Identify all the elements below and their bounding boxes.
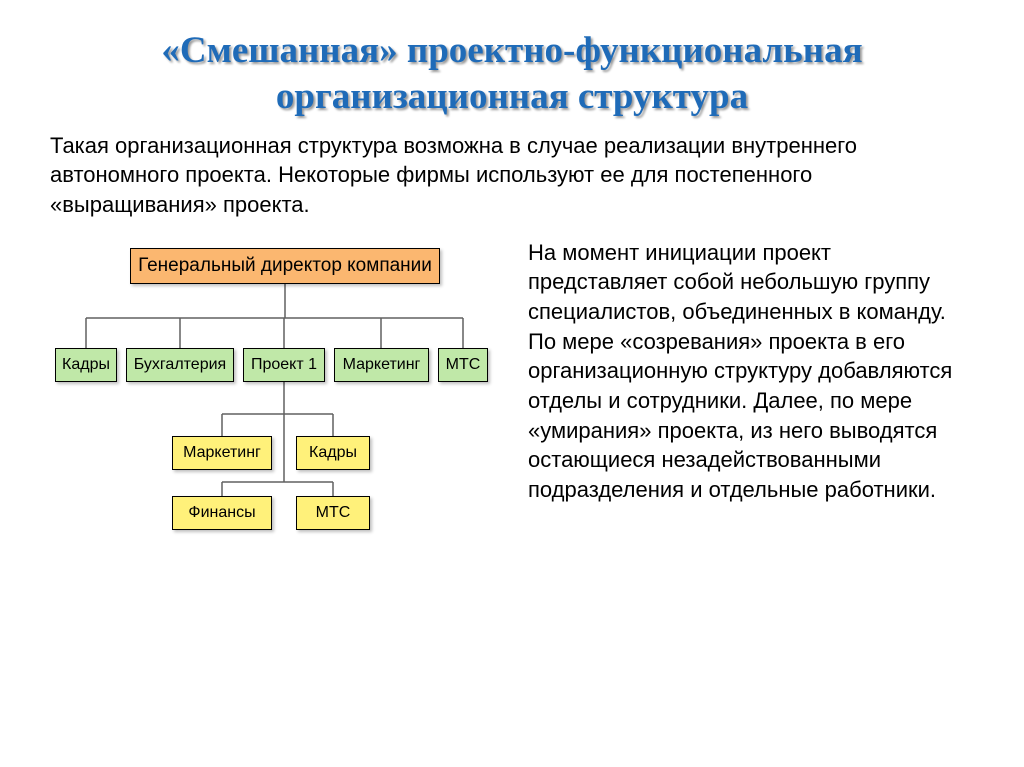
node-hr: Кадры <box>55 348 117 382</box>
node-proj-mtc: МТС <box>296 496 370 530</box>
diagram-connectors <box>50 238 520 558</box>
node-label: Маркетинг <box>183 444 261 462</box>
node-mtc: МТС <box>438 348 488 382</box>
node-proj-finance: Финансы <box>172 496 272 530</box>
node-label: МТС <box>316 504 351 522</box>
node-label: Проект 1 <box>251 356 317 374</box>
org-diagram: Генеральный директор компании Кадры Бухг… <box>50 238 520 276</box>
node-label: Кадры <box>309 444 357 462</box>
node-label: Финансы <box>188 504 255 522</box>
node-root: Генеральный директор компании <box>130 248 440 284</box>
detail-paragraph: На момент инициации проект представляет … <box>528 238 974 505</box>
node-label: Бухгалтерия <box>134 356 226 374</box>
node-label: МТС <box>446 356 481 374</box>
node-accounting: Бухгалтерия <box>126 348 234 382</box>
node-label: Кадры <box>62 356 110 374</box>
node-marketing: Маркетинг <box>334 348 429 382</box>
node-proj-hr: Кадры <box>296 436 370 470</box>
node-label: Генеральный директор компании <box>138 255 432 277</box>
node-proj-marketing: Маркетинг <box>172 436 272 470</box>
node-label: Маркетинг <box>343 356 421 374</box>
intro-paragraph: Такая организационная структура возможна… <box>50 131 974 220</box>
node-project1: Проект 1 <box>243 348 325 382</box>
slide-title: «Смешанная» проектно-функциональная орга… <box>50 28 974 121</box>
